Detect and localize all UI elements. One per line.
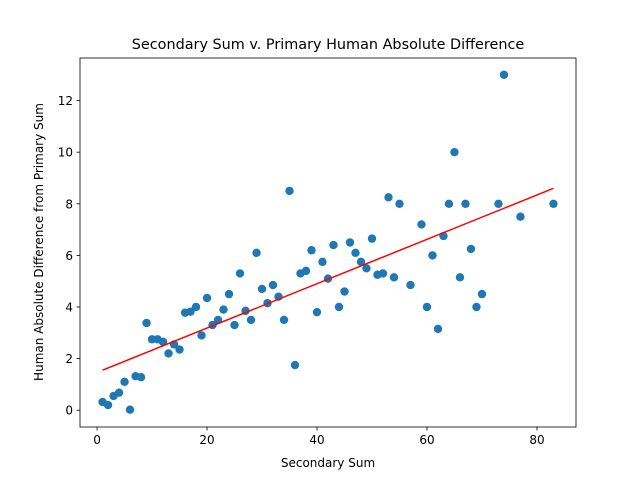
data-point xyxy=(285,186,294,196)
data-point xyxy=(472,302,481,312)
x-tick-label: 20 xyxy=(199,433,214,447)
data-point xyxy=(499,70,509,79)
data-point xyxy=(433,324,443,334)
data-point xyxy=(136,372,146,382)
chart-title: Secondary Sum v. Primary Human Absolute … xyxy=(132,37,525,53)
data-point xyxy=(125,405,135,414)
y-tick-label: 2 xyxy=(65,352,73,366)
data-point xyxy=(477,289,487,299)
data-point xyxy=(428,251,437,260)
data-point xyxy=(103,400,113,410)
x-tick-label: 40 xyxy=(309,433,324,447)
data-point xyxy=(268,280,278,290)
data-point xyxy=(202,293,212,303)
data-point xyxy=(356,257,366,267)
data-point xyxy=(494,199,503,208)
data-point xyxy=(186,307,195,316)
data-point xyxy=(158,337,168,347)
data-point xyxy=(312,307,322,317)
data-point xyxy=(318,257,327,267)
data-point xyxy=(230,320,239,330)
data-point xyxy=(252,248,261,258)
data-point xyxy=(235,269,245,278)
data-point xyxy=(444,199,454,208)
data-point xyxy=(257,284,267,294)
data-point xyxy=(164,349,173,358)
y-tick-label: 12 xyxy=(58,94,73,108)
y-axis-title: Human Absolute Difference from Primary S… xyxy=(32,103,46,381)
data-point xyxy=(219,305,228,314)
y-tick-label: 4 xyxy=(65,301,73,315)
x-axis-title: Secondary Sum xyxy=(281,456,375,470)
data-point xyxy=(417,220,426,229)
data-point xyxy=(516,212,525,221)
y-tick-label: 8 xyxy=(65,197,73,211)
data-point xyxy=(455,273,465,282)
data-point xyxy=(362,264,371,273)
x-tick-label: 80 xyxy=(529,433,544,447)
data-point xyxy=(395,199,404,208)
trend-line xyxy=(102,187,554,371)
data-point xyxy=(307,246,316,255)
data-point xyxy=(549,199,558,208)
data-point xyxy=(406,280,415,290)
data-point xyxy=(246,315,256,325)
x-tick-label: 0 xyxy=(93,433,101,447)
y-tick-label: 10 xyxy=(58,146,73,160)
plot-frame xyxy=(79,57,577,428)
data-point xyxy=(290,360,300,370)
data-point xyxy=(461,199,470,208)
y-tick-label: 0 xyxy=(65,404,73,418)
data-point xyxy=(351,248,360,258)
data-point xyxy=(389,273,399,282)
x-tick-label: 60 xyxy=(419,433,434,447)
data-point xyxy=(367,234,377,243)
data-point xyxy=(114,388,124,397)
plot-area: 0 20 40 60 80 0 2 4 6 8 10 12 xyxy=(58,57,577,447)
data-point xyxy=(142,318,151,328)
data-point xyxy=(345,238,355,247)
data-point xyxy=(197,331,206,340)
data-point xyxy=(120,377,129,387)
data-point xyxy=(466,244,476,254)
data-point xyxy=(378,269,388,278)
data-point xyxy=(340,287,349,296)
data-point xyxy=(334,302,344,312)
data-point xyxy=(224,289,234,299)
data-point xyxy=(279,315,289,325)
data-point xyxy=(175,345,184,354)
data-point xyxy=(301,266,311,276)
data-point xyxy=(329,240,338,250)
data-point xyxy=(450,147,459,157)
data-point xyxy=(191,302,201,312)
y-tick-label: 6 xyxy=(65,249,73,263)
data-point xyxy=(384,193,393,202)
data-point xyxy=(422,302,432,312)
